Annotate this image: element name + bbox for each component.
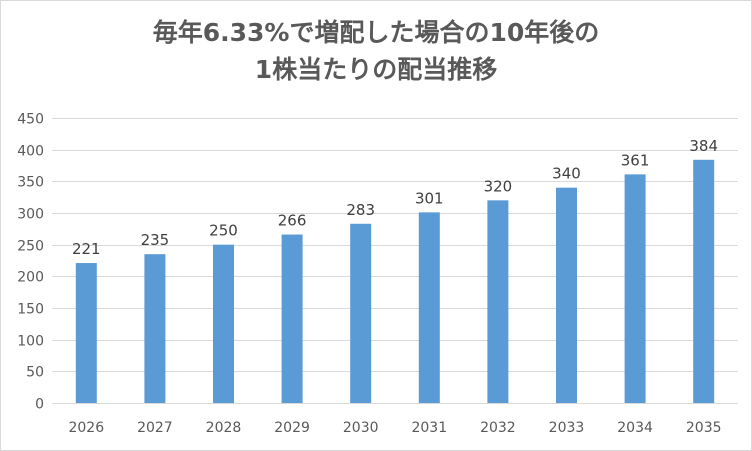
data-label-2034: 361 <box>621 151 650 169</box>
bar-2035 <box>693 159 715 403</box>
x-tick-label-2030: 2030 <box>343 420 379 436</box>
x-tick-label-2027: 2027 <box>137 420 173 436</box>
y-tick-label-50: 50 <box>26 365 44 381</box>
x-tick-label-2029: 2029 <box>274 420 310 436</box>
x-tick-label-2028: 2028 <box>206 420 242 436</box>
chart-title: 毎年6.33%で増配した場合の10年後の 1株当たりの配当推移 <box>0 14 752 88</box>
bar-2033 <box>556 187 577 403</box>
bar-2026 <box>75 263 97 403</box>
data-label-2030: 283 <box>346 201 375 219</box>
data-label-2032: 320 <box>484 177 513 195</box>
data-label-2027: 235 <box>141 231 170 249</box>
y-tick-label-0: 0 <box>35 397 44 413</box>
y-tick-label-450: 450 <box>17 112 44 128</box>
y-tick-label-250: 250 <box>17 239 44 255</box>
bar-2028 <box>213 244 234 403</box>
data-label-2026: 221 <box>72 240 101 258</box>
bar-2030 <box>350 223 372 403</box>
data-label-2031: 301 <box>415 189 444 207</box>
y-tick-label-400: 400 <box>17 144 44 160</box>
y-tick-label-150: 150 <box>17 302 44 318</box>
y-tick-label-200: 200 <box>17 270 44 286</box>
bar-2029 <box>281 234 303 403</box>
x-tick-label-2033: 2033 <box>549 420 585 436</box>
chart-title-line-2: 1株当たりの配当推移 <box>254 55 498 84</box>
data-label-2035: 384 <box>689 137 718 155</box>
x-tick-label-2032: 2032 <box>480 420 516 436</box>
x-tick-label-2034: 2034 <box>617 420 653 436</box>
data-label-2033: 340 <box>552 165 581 183</box>
y-tick-label-350: 350 <box>17 175 44 191</box>
bar-2032 <box>487 200 509 403</box>
bar-2031 <box>418 212 440 403</box>
x-tick-label-2031: 2031 <box>411 420 447 436</box>
x-tick-label-2035: 2035 <box>686 420 722 436</box>
data-label-2029: 266 <box>278 212 307 230</box>
bar-2034 <box>624 174 646 403</box>
bar-2027 <box>144 254 166 403</box>
x-tick-label-2026: 2026 <box>68 420 104 436</box>
data-label-2028: 250 <box>209 222 238 240</box>
y-tick-label-100: 100 <box>17 334 44 350</box>
y-tick-label-300: 300 <box>17 207 44 223</box>
chart-title-line-1: 毎年6.33%で増配した場合の10年後の <box>152 18 600 47</box>
